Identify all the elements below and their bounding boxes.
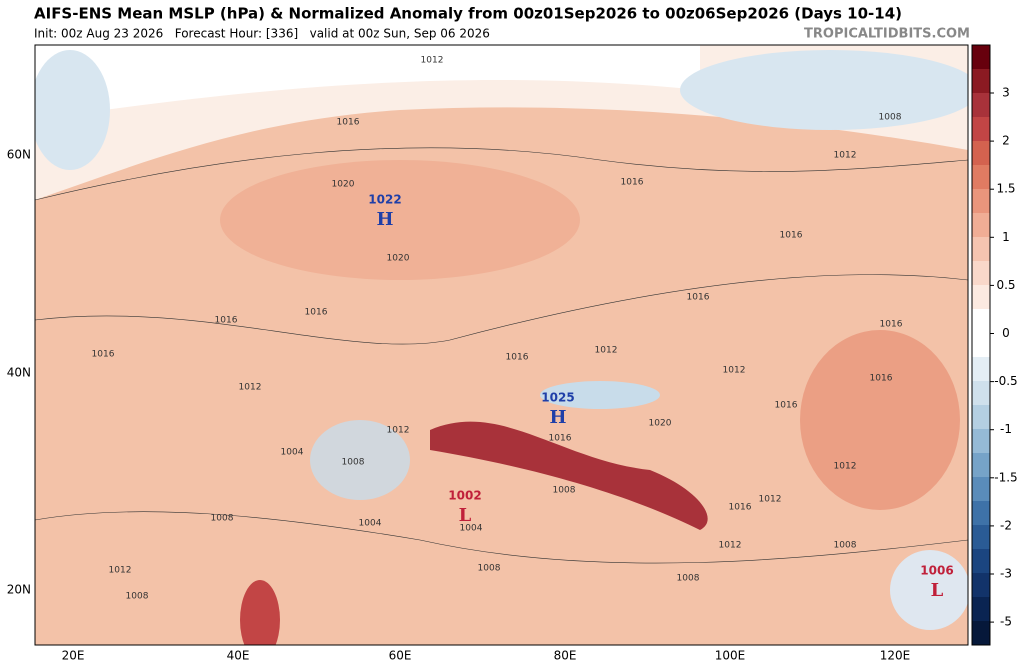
lat-label: 60N: [7, 148, 31, 162]
contour-label: 1016: [870, 374, 893, 384]
contour-label: 1012: [719, 541, 742, 551]
contour-label: 1012: [421, 56, 444, 66]
contour-label: 1008: [211, 514, 234, 524]
colorbar-swatch: [972, 453, 990, 478]
colorbar-swatch: [972, 261, 990, 286]
map: [34, 44, 969, 646]
colorbar-label: -2: [1000, 518, 1012, 532]
contour-label: 1004: [359, 519, 382, 529]
lon-label: 60E: [389, 649, 412, 663]
contour-label: 1016: [305, 308, 328, 318]
colorbar-frame: [971, 44, 991, 646]
colorbar-label: -1: [1000, 422, 1012, 436]
lon-label: 20E: [62, 649, 85, 663]
contour-label: 1016: [687, 293, 710, 303]
contour-label: 1008: [879, 113, 902, 123]
colorbar-label: -5: [1000, 615, 1012, 629]
contour-label: 1016: [780, 231, 803, 241]
lon-label: 80E: [554, 649, 577, 663]
colorbar-swatch: [972, 501, 990, 526]
contour-label: 1016: [729, 503, 752, 513]
colorbar-swatch: [972, 237, 990, 262]
colorbar-swatch: [972, 573, 990, 598]
brand: TROPICALTIDBITS.COM: [804, 27, 970, 42]
colorbar-label: 0: [1002, 326, 1010, 340]
colorbar-label: 0.5: [996, 278, 1015, 292]
colorbar-swatch: [972, 597, 990, 622]
contour-label: 1020: [649, 419, 672, 429]
contour-label: 1012: [387, 426, 410, 436]
center-value: 1022: [368, 193, 401, 207]
colorbar-swatch: [972, 309, 990, 334]
colorbar-swatch: [972, 333, 990, 358]
colorbar-swatch: [972, 93, 990, 118]
contour-label: 1012: [759, 495, 782, 505]
contour-label: 1016: [775, 401, 798, 411]
colorbar-swatch: [972, 429, 990, 454]
colorbar-label: 2: [1002, 134, 1010, 148]
contour-label: 1016: [549, 434, 572, 444]
lon-label: 100E: [715, 649, 746, 663]
colorbar-swatch: [972, 189, 990, 214]
colorbar-label: 1.5: [996, 182, 1015, 196]
contour-label: 1012: [239, 383, 262, 393]
colorbar-label: -3: [1000, 567, 1012, 581]
contour-label: 1008: [834, 541, 857, 551]
colorbar-swatch: [972, 117, 990, 142]
lon-label: 120E: [880, 649, 911, 663]
contour-label: 1012: [595, 346, 618, 356]
contour-label: 1008: [553, 486, 576, 496]
contour-label: 1008: [126, 592, 149, 602]
colorbar-swatch: [972, 621, 990, 646]
colorbar-swatch: [972, 165, 990, 190]
contour-label: 1012: [834, 462, 857, 472]
contour-label: 1016: [337, 118, 360, 128]
colorbar-swatch: [972, 213, 990, 238]
colorbar-swatch: [972, 141, 990, 166]
contour-label: 1004: [281, 448, 304, 458]
contour-label: 1012: [834, 151, 857, 161]
colorbar-swatch: [972, 45, 990, 70]
contour-label: 1012: [109, 566, 132, 576]
contour-label: 1012: [723, 366, 746, 376]
lat-label: 40N: [7, 366, 31, 380]
colorbar-swatch: [972, 69, 990, 94]
contour-label: 1016: [506, 353, 529, 363]
contour-label: 1020: [332, 180, 355, 190]
colorbar-swatch: [972, 285, 990, 310]
colorbar-label: 3: [1002, 86, 1010, 100]
contour-label: 1008: [342, 458, 365, 468]
center-value: 1025: [541, 391, 574, 405]
center-value: 1006: [920, 564, 953, 578]
subtitle: Init: 00z Aug 23 2026 Forecast Hour: [33…: [34, 27, 490, 41]
center-letter: L: [459, 505, 472, 526]
title: AIFS-ENS Mean MSLP (hPa) & Normalized An…: [34, 5, 902, 23]
colorbar-swatch: [972, 525, 990, 550]
center-value: 1002: [448, 489, 481, 503]
colorbar-swatch: [972, 357, 990, 382]
colorbar-label: -0.5: [994, 374, 1017, 388]
colorbar-swatch: [972, 405, 990, 430]
contour-label: 1016: [621, 178, 644, 188]
contour-label: 1004: [460, 524, 483, 534]
center-letter: H: [376, 209, 393, 230]
contour-label: 1016: [92, 350, 115, 360]
colorbar-swatch: [972, 381, 990, 406]
colorbar-label: -1.5: [994, 470, 1017, 484]
contour-label: 1008: [478, 564, 501, 574]
contour-label: 1016: [215, 316, 238, 326]
center-letter: H: [549, 407, 566, 428]
colorbar-swatch: [972, 549, 990, 574]
lat-label: 20N: [7, 583, 31, 597]
colorbar-label: 1: [1002, 230, 1010, 244]
map-frame: [34, 44, 969, 646]
lon-label: 40E: [227, 649, 250, 663]
center-letter: L: [931, 580, 944, 601]
colorbar-swatch: [972, 477, 990, 502]
contour-label: 1008: [677, 574, 700, 584]
contour-label: 1016: [880, 320, 903, 330]
contour-label: 1020: [387, 254, 410, 264]
